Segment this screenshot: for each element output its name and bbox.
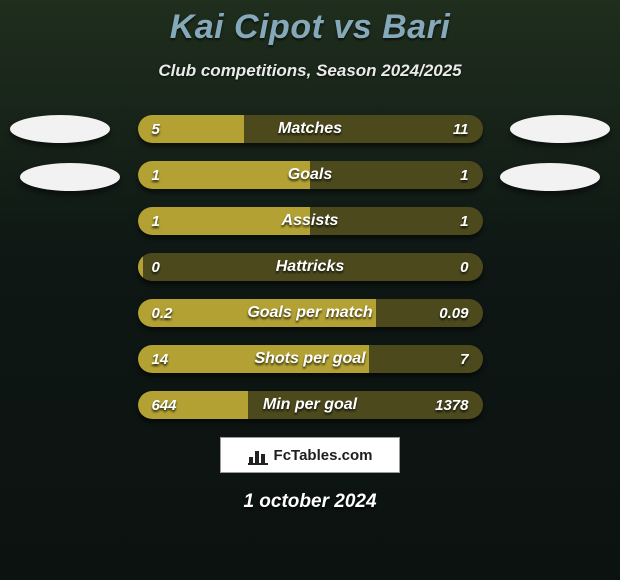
- stat-row: 0.2Goals per match0.09: [138, 299, 483, 327]
- stat-right-value: 1: [460, 161, 468, 189]
- stat-right-value: 11: [453, 115, 469, 143]
- left-badge-ellipse-1: [10, 115, 110, 143]
- stat-row: 1Assists1: [138, 207, 483, 235]
- stat-label: Hattricks: [138, 253, 483, 281]
- stat-row: 644Min per goal1378: [138, 391, 483, 419]
- right-badge-ellipse-1: [510, 115, 610, 143]
- stat-right-value: 7: [460, 345, 468, 373]
- middle-section: 5Matches111Goals11Assists10Hattricks00.2…: [0, 115, 620, 419]
- stat-right-value: 1378: [435, 391, 468, 419]
- stat-label: Min per goal: [138, 391, 483, 419]
- stat-right-value: 0.09: [439, 299, 468, 327]
- stat-label: Shots per goal: [138, 345, 483, 373]
- stat-rows-container: 5Matches111Goals11Assists10Hattricks00.2…: [138, 115, 483, 419]
- stat-label: Goals: [138, 161, 483, 189]
- stat-label: Goals per match: [138, 299, 483, 327]
- bar-chart-icon: [248, 445, 268, 465]
- date-text: 1 october 2024: [0, 491, 620, 513]
- subtitle: Club competitions, Season 2024/2025: [0, 61, 620, 81]
- stat-row: 0Hattricks0: [138, 253, 483, 281]
- stat-row: 1Goals1: [138, 161, 483, 189]
- stat-row: 14Shots per goal7: [138, 345, 483, 373]
- brand-text: FcTables.com: [274, 447, 373, 464]
- stat-label: Matches: [138, 115, 483, 143]
- infographic-canvas: Kai Cipot vs Bari Club competitions, Sea…: [0, 0, 620, 580]
- stat-right-value: 1: [460, 207, 468, 235]
- stat-label: Assists: [138, 207, 483, 235]
- right-badge-ellipse-2: [500, 163, 600, 191]
- brand-badge: FcTables.com: [220, 437, 400, 473]
- main-title: Kai Cipot vs Bari: [0, 0, 620, 47]
- stat-right-value: 0: [460, 253, 468, 281]
- stat-row: 5Matches11: [138, 115, 483, 143]
- left-badge-ellipse-2: [20, 163, 120, 191]
